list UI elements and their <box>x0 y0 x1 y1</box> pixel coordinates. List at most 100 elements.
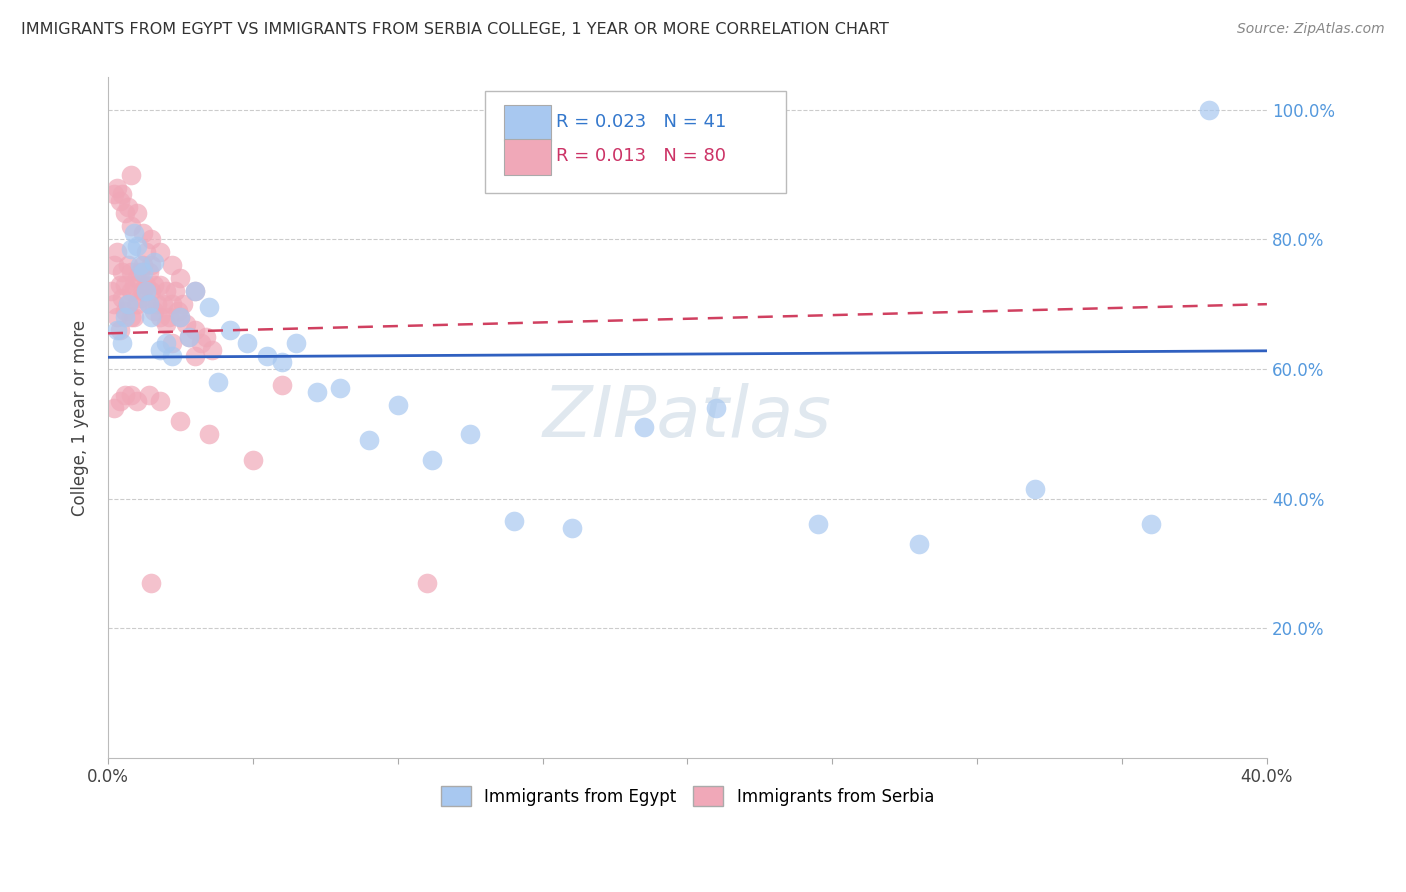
Point <box>179 329 201 343</box>
Point <box>152 297 174 311</box>
Point <box>458 426 481 441</box>
Point <box>160 349 183 363</box>
Point <box>270 378 292 392</box>
Point <box>114 310 136 325</box>
Point <box>132 284 155 298</box>
Point <box>141 575 163 590</box>
Point <box>120 219 142 234</box>
Point <box>138 388 160 402</box>
Point <box>120 310 142 325</box>
Point <box>169 414 191 428</box>
Point <box>111 336 134 351</box>
Point <box>114 277 136 292</box>
Point <box>160 336 183 351</box>
Point <box>128 265 150 279</box>
Point <box>184 284 207 298</box>
Point <box>179 329 201 343</box>
Point <box>415 575 437 590</box>
Point <box>114 206 136 220</box>
Point <box>143 277 166 292</box>
Point <box>201 343 224 357</box>
Point <box>125 394 148 409</box>
Point <box>135 284 157 298</box>
Point <box>236 336 259 351</box>
Point <box>125 239 148 253</box>
Point <box>138 265 160 279</box>
Point <box>141 258 163 272</box>
Point <box>105 323 128 337</box>
Point <box>103 297 125 311</box>
Point <box>120 168 142 182</box>
FancyBboxPatch shape <box>505 105 551 141</box>
Point <box>100 284 122 298</box>
Point <box>128 258 150 272</box>
Point <box>633 420 655 434</box>
Point <box>132 265 155 279</box>
Point <box>138 297 160 311</box>
Point <box>117 297 139 311</box>
Point <box>122 277 145 292</box>
Point <box>135 245 157 260</box>
Point <box>117 200 139 214</box>
Point <box>120 388 142 402</box>
Text: R = 0.023   N = 41: R = 0.023 N = 41 <box>557 113 727 131</box>
Point <box>166 303 188 318</box>
Point <box>184 284 207 298</box>
Point <box>174 317 197 331</box>
Point <box>117 297 139 311</box>
Point <box>103 401 125 415</box>
Point <box>706 401 728 415</box>
Text: ZIPatlas: ZIPatlas <box>543 383 832 452</box>
Point <box>149 343 172 357</box>
Point <box>163 284 186 298</box>
Point <box>807 517 830 532</box>
Point <box>103 187 125 202</box>
Point <box>141 284 163 298</box>
Point <box>169 271 191 285</box>
Point <box>502 514 524 528</box>
Point <box>1198 103 1220 117</box>
Point <box>1024 482 1046 496</box>
Point <box>108 394 131 409</box>
Point <box>908 537 931 551</box>
Point <box>270 355 292 369</box>
Point <box>285 336 308 351</box>
Point <box>155 317 177 331</box>
Point <box>160 297 183 311</box>
Point <box>108 277 131 292</box>
Point <box>357 434 380 448</box>
Point <box>256 349 278 363</box>
Point <box>125 271 148 285</box>
Point <box>169 310 191 325</box>
Point <box>242 452 264 467</box>
Point <box>122 226 145 240</box>
Point <box>108 323 131 337</box>
Point <box>120 242 142 256</box>
Point <box>169 310 191 325</box>
Text: R = 0.013   N = 80: R = 0.013 N = 80 <box>557 147 727 165</box>
Point <box>111 291 134 305</box>
Point <box>155 336 177 351</box>
Point <box>149 245 172 260</box>
Point <box>108 194 131 208</box>
Point <box>135 277 157 292</box>
Point <box>120 265 142 279</box>
Point <box>105 180 128 194</box>
Point <box>125 206 148 220</box>
Point <box>117 258 139 272</box>
Point <box>111 265 134 279</box>
Point <box>1140 517 1163 532</box>
Point <box>114 388 136 402</box>
Point <box>198 301 221 315</box>
Point <box>149 310 172 325</box>
Point <box>132 226 155 240</box>
Point <box>105 310 128 325</box>
Point <box>143 303 166 318</box>
Point <box>122 310 145 325</box>
Point <box>120 284 142 298</box>
Point <box>184 323 207 337</box>
Point <box>141 310 163 325</box>
Point <box>149 394 172 409</box>
Point <box>157 310 180 325</box>
Point <box>329 381 352 395</box>
